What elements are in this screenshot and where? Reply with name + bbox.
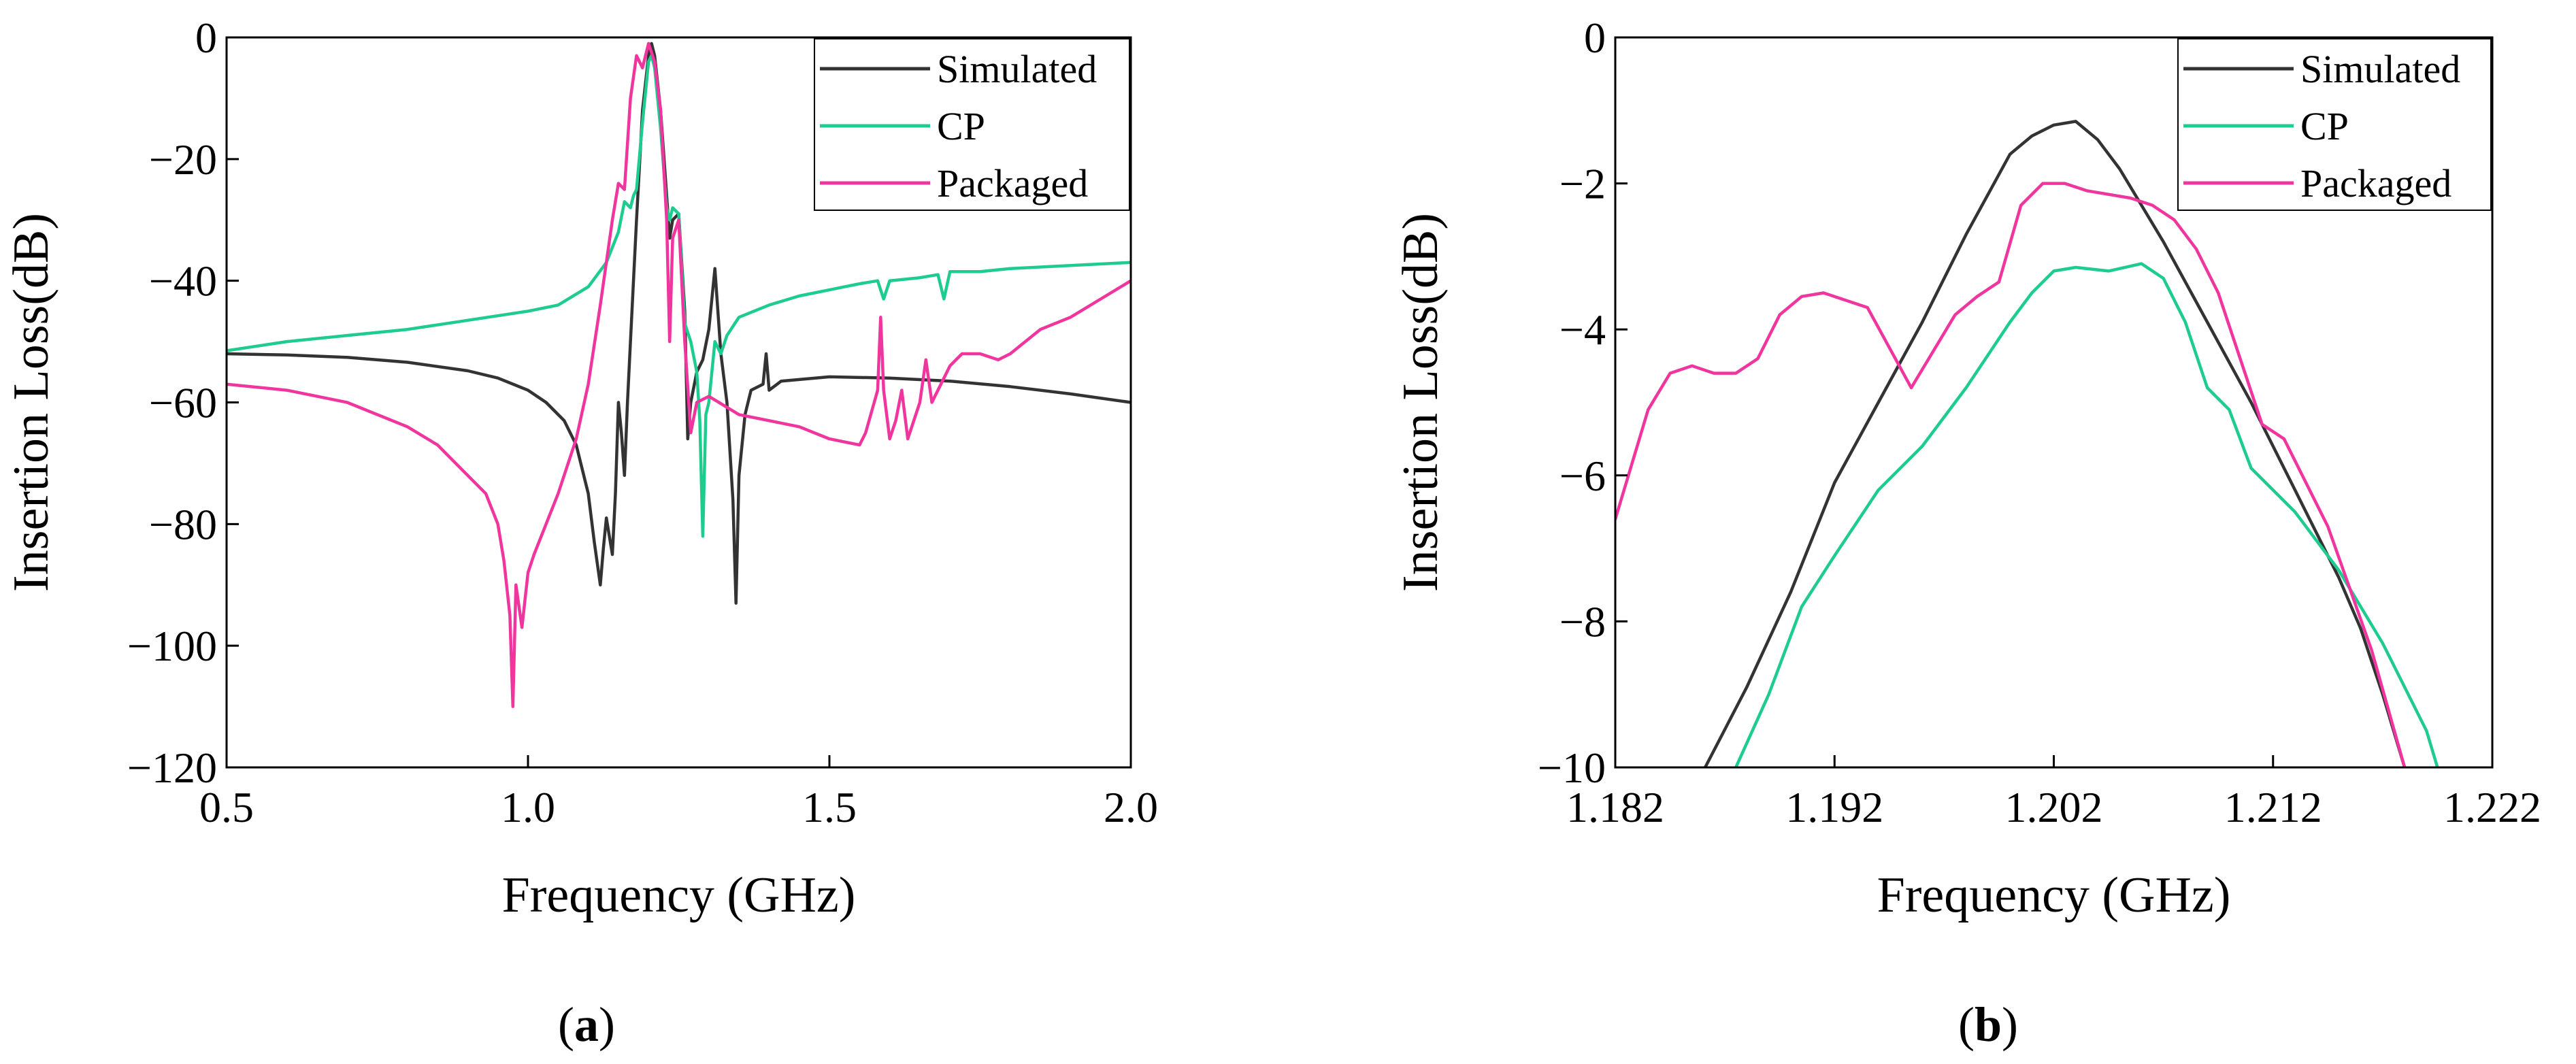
panel-label-a: (a) — [558, 997, 615, 1052]
x-tick-label: 1.222 — [2443, 783, 2541, 831]
x-tick-label: 1.192 — [1785, 783, 1883, 831]
y-tick-label: 0 — [1584, 14, 1606, 62]
panel-a-chart: 0.5 1.0 1.5 2.0 0 −20 −40 −60 −80 −100 −120 Frequen… — [3, 14, 1158, 923]
legend: Simulated CP Packaged — [814, 38, 1130, 211]
y-tick-label: −100 — [127, 622, 217, 670]
x-tick-label: 1.0 — [501, 783, 555, 831]
legend-label-cp: CP — [2300, 104, 2349, 148]
legend-label-simulated: Simulated — [2300, 47, 2460, 91]
legend: Simulated CP Packaged — [2177, 38, 2492, 211]
panel-label-b: (b) — [1958, 997, 2018, 1052]
x-tick-label: 1.212 — [2224, 783, 2322, 831]
x-tick-label: 2.0 — [1104, 783, 1158, 831]
x-tick-label: 1.202 — [2005, 783, 2103, 831]
y-tick-label: −60 — [149, 379, 217, 427]
y-tick-label: −80 — [149, 500, 217, 548]
legend-label-simulated: Simulated — [937, 47, 1097, 91]
y-axis-title: Insertion Loss(dB) — [1393, 213, 1449, 592]
y-tick-label: −20 — [149, 135, 217, 184]
series-line-packaged — [227, 41, 1131, 708]
panel-b-chart: 1.182 1.192 1.202 1.212 1.222 0 −2 −4 −6 −8 −10 Fre… — [1393, 14, 2541, 923]
legend-label-packaged: Packaged — [2300, 161, 2451, 205]
x-tick-label: 0.5 — [199, 783, 254, 831]
x-tick-label: 1.182 — [1566, 783, 1664, 831]
series-line-simulated — [1703, 120, 2407, 767]
y-tick-label: 0 — [195, 14, 217, 62]
y-tick-label: −10 — [1538, 744, 1606, 792]
x-tick-label: 1.5 — [802, 783, 857, 831]
series-line-packaged — [1615, 182, 2407, 767]
y-tick-label: −4 — [1559, 305, 1606, 354]
y-tick-label: −120 — [127, 744, 217, 792]
y-tick-label: −2 — [1559, 160, 1606, 208]
y-tick-label: −8 — [1559, 597, 1606, 646]
legend-label-packaged: Packaged — [937, 161, 1088, 205]
y-tick-label: −40 — [149, 257, 217, 305]
series-group — [1615, 120, 2439, 767]
y-axis-title: Insertion Loss(dB) — [3, 213, 59, 592]
legend-label-cp: CP — [937, 104, 985, 148]
series-line-cp — [1734, 262, 2439, 767]
series-group — [227, 41, 1131, 708]
x-axis-title: Frequency (GHz) — [502, 867, 856, 923]
x-axis-title: Frequency (GHz) — [1877, 867, 2231, 923]
y-tick-label: −6 — [1559, 452, 1606, 500]
